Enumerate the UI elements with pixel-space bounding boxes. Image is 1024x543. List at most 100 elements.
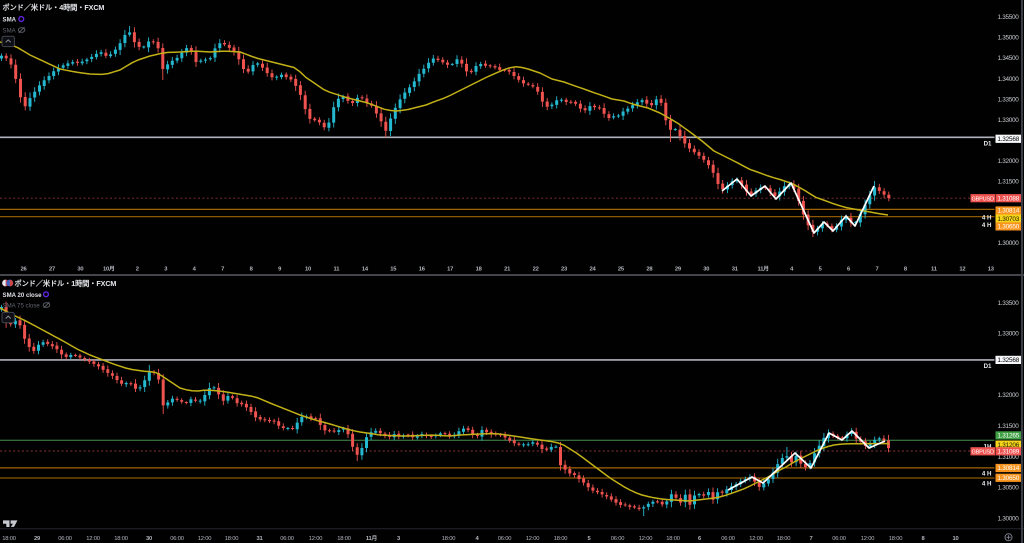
svg-text:1.33500: 1.33500: [997, 96, 1019, 103]
svg-text:10: 10: [305, 266, 311, 272]
svg-text:9: 9: [278, 266, 282, 272]
svg-text:12:00: 12:00: [861, 536, 875, 542]
svg-text:1.31000: 1.31000: [997, 454, 1019, 461]
svg-text:1.31265: 1.31265: [997, 433, 1019, 440]
svg-text:18: 18: [476, 266, 483, 272]
svg-text:4: 4: [193, 266, 197, 272]
svg-text:1.33500: 1.33500: [997, 300, 1019, 307]
svg-text:12:00: 12:00: [86, 536, 100, 542]
svg-text:1.30000: 1.30000: [997, 240, 1019, 247]
svg-text:6: 6: [847, 266, 851, 272]
svg-text:06:00: 06:00: [611, 536, 625, 542]
svg-text:1.31206: 1.31206: [997, 442, 1019, 449]
svg-text:10: 10: [952, 536, 958, 542]
svg-text:1.31500: 1.31500: [997, 423, 1019, 430]
svg-text:06:00: 06:00: [498, 536, 512, 542]
svg-text:1.32000: 1.32000: [997, 158, 1019, 165]
svg-text:11: 11: [334, 266, 341, 272]
svg-text:10月: 10月: [103, 264, 115, 272]
svg-text:1.35000: 1.35000: [997, 35, 1019, 42]
svg-text:1.35500: 1.35500: [997, 14, 1019, 21]
svg-text:3: 3: [397, 536, 401, 542]
svg-text:ポンド／米ドル・4時間・FXCM: ポンド／米ドル・4時間・FXCM: [3, 3, 105, 12]
svg-text:1.34000: 1.34000: [997, 76, 1019, 83]
svg-text:11月: 11月: [366, 534, 377, 542]
svg-text:GBPUSD: GBPUSD: [971, 196, 994, 202]
svg-text:15: 15: [390, 266, 397, 272]
svg-text:5: 5: [587, 536, 591, 542]
svg-text:7: 7: [221, 266, 224, 272]
svg-text:4: 4: [475, 536, 479, 542]
svg-text:18:00: 18:00: [442, 536, 456, 542]
svg-text:28: 28: [646, 266, 653, 272]
svg-text:27: 27: [49, 266, 55, 272]
svg-text:1.31500: 1.31500: [997, 178, 1019, 185]
svg-text:1.31088: 1.31088: [997, 195, 1019, 202]
svg-text:31: 31: [256, 536, 263, 542]
svg-text:4 H: 4 H: [982, 481, 992, 488]
svg-text:12:00: 12:00: [309, 536, 323, 542]
svg-text:12:00: 12:00: [526, 536, 540, 542]
svg-text:25: 25: [618, 266, 625, 272]
svg-text:SMA 20 close: SMA 20 close: [3, 292, 43, 299]
svg-text:1.30814: 1.30814: [997, 208, 1019, 215]
svg-text:5: 5: [819, 266, 823, 272]
svg-text:1.30000: 1.30000: [997, 515, 1019, 522]
svg-text:30: 30: [703, 266, 709, 272]
svg-text:GBPUSD: GBPUSD: [971, 450, 994, 456]
svg-text:1.30703: 1.30703: [997, 216, 1019, 223]
svg-text:7: 7: [809, 536, 812, 542]
svg-text:SMA: SMA: [3, 17, 17, 24]
svg-text:06:00: 06:00: [832, 536, 846, 542]
svg-text:SMA: SMA: [3, 28, 17, 35]
svg-text:18:00: 18:00: [777, 536, 791, 542]
svg-text:1.31089: 1.31089: [997, 449, 1019, 456]
svg-text:1H: 1H: [984, 444, 992, 451]
svg-text:30: 30: [77, 266, 83, 272]
svg-text:17: 17: [447, 266, 453, 272]
svg-text:1.33000: 1.33000: [997, 331, 1019, 338]
svg-text:06:00: 06:00: [170, 536, 184, 542]
svg-text:22: 22: [533, 266, 539, 272]
svg-text:2: 2: [136, 266, 139, 272]
svg-text:8: 8: [904, 266, 908, 272]
svg-text:4 H: 4 H: [982, 222, 992, 229]
svg-text:18:00: 18:00: [337, 536, 351, 542]
svg-text:7: 7: [875, 266, 878, 272]
svg-text:31: 31: [732, 266, 739, 272]
svg-text:12:00: 12:00: [198, 536, 212, 542]
svg-text:12:00: 12:00: [639, 536, 653, 542]
svg-text:4: 4: [790, 266, 794, 272]
svg-text:23: 23: [561, 266, 568, 272]
svg-text:16: 16: [419, 266, 426, 272]
svg-text:12: 12: [959, 266, 965, 272]
svg-text:8: 8: [921, 536, 925, 542]
svg-text:1.30500: 1.30500: [997, 485, 1019, 492]
svg-text:24: 24: [589, 266, 596, 272]
svg-text:18:00: 18:00: [554, 536, 568, 542]
svg-text:1.32000: 1.32000: [997, 392, 1019, 399]
svg-text:13: 13: [988, 266, 995, 272]
svg-text:18:00: 18:00: [666, 536, 680, 542]
svg-text:18:00: 18:00: [225, 536, 239, 542]
svg-text:8: 8: [250, 266, 254, 272]
svg-text:ポンド／米ドル・1時間・FXCM: ポンド／米ドル・1時間・FXCM: [15, 279, 117, 288]
svg-text:11: 11: [931, 266, 938, 272]
svg-text:30: 30: [146, 536, 152, 542]
svg-text:6: 6: [698, 536, 702, 542]
svg-text:18:00: 18:00: [114, 536, 128, 542]
svg-text:4 H: 4 H: [982, 471, 992, 478]
svg-text:3: 3: [164, 266, 168, 272]
svg-text:18:00: 18:00: [2, 536, 16, 542]
svg-text:1.30650: 1.30650: [997, 224, 1019, 231]
svg-text:14: 14: [362, 266, 369, 272]
svg-text:11月: 11月: [758, 264, 769, 272]
svg-text:D1: D1: [984, 363, 992, 370]
svg-text:29: 29: [675, 266, 682, 272]
svg-text:1.33000: 1.33000: [997, 117, 1019, 124]
svg-text:D1: D1: [984, 141, 992, 148]
svg-text:21: 21: [504, 266, 511, 272]
svg-text:1.34500: 1.34500: [997, 55, 1019, 62]
svg-text:29: 29: [34, 536, 41, 542]
svg-text:4 H: 4 H: [982, 215, 992, 222]
